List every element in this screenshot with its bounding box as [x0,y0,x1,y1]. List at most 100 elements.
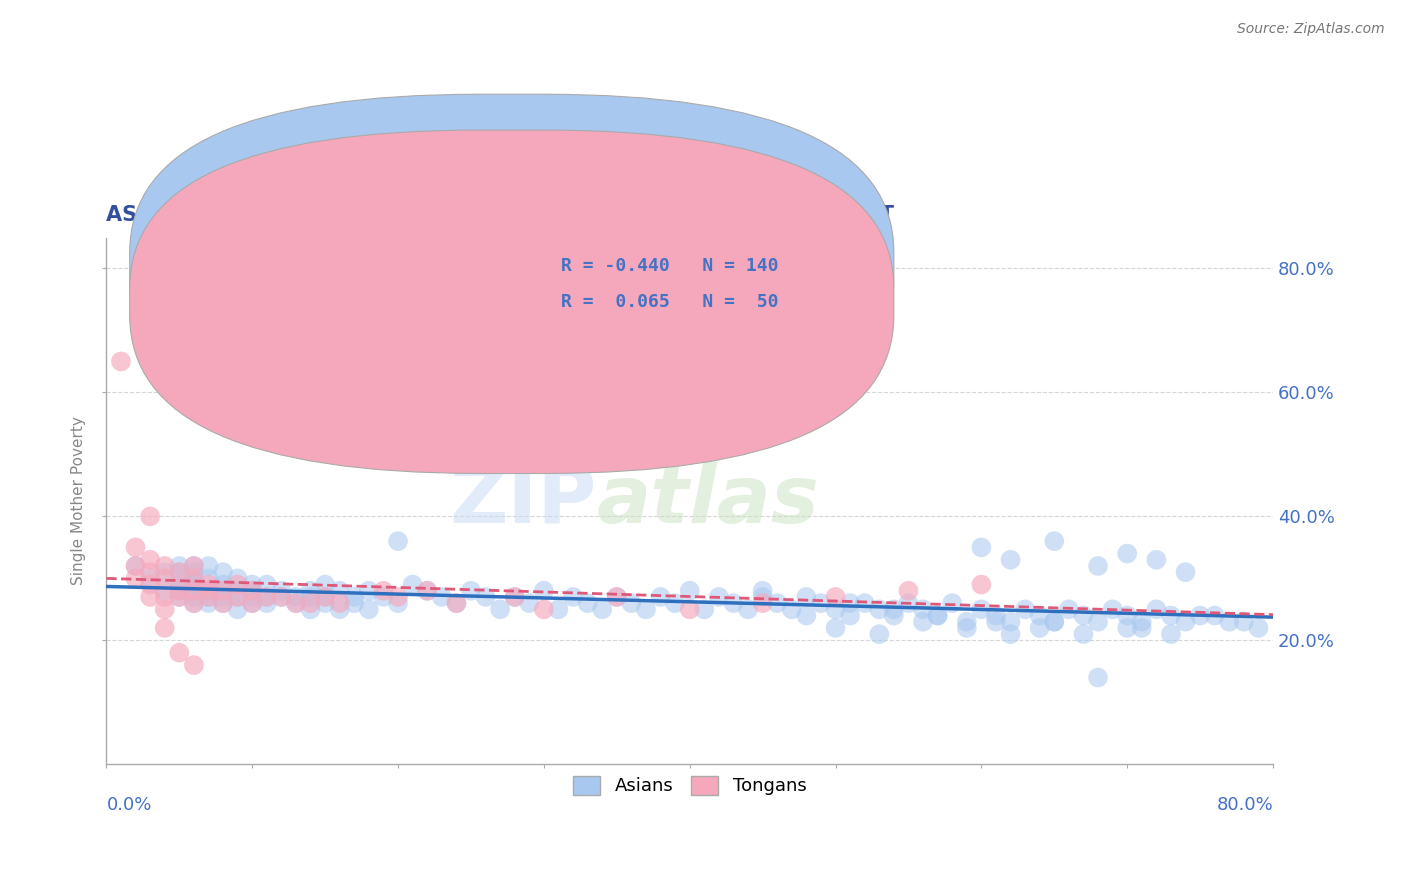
Point [606,590,628,604]
Point [634,602,657,616]
Point [284,596,307,610]
Point [197,590,219,604]
Point [124,541,146,555]
Point [503,590,526,604]
Text: ZIP: ZIP [449,462,596,540]
Point [970,541,993,555]
Text: 0.0%: 0.0% [107,796,152,814]
Point [387,590,409,604]
Point [226,590,249,604]
FancyBboxPatch shape [450,243,800,335]
Point [197,558,219,573]
FancyBboxPatch shape [129,130,894,474]
Point [606,590,628,604]
Point [679,602,702,616]
Point [970,602,993,616]
Point [911,602,934,616]
Point [1160,627,1182,641]
Point [1218,615,1240,629]
Point [1000,553,1022,567]
Point [984,615,1007,629]
Point [489,602,512,616]
Point [1130,621,1153,635]
Text: Source: ZipAtlas.com: Source: ZipAtlas.com [1237,22,1385,37]
Point [124,558,146,573]
Point [984,608,1007,623]
Point [183,577,205,591]
Point [796,590,818,604]
Point [212,590,235,604]
Point [314,596,336,610]
Point [197,583,219,598]
Point [650,590,672,604]
Point [284,590,307,604]
Point [240,577,263,591]
Point [941,596,963,610]
Point [240,596,263,610]
Point [1116,608,1139,623]
Point [169,646,191,660]
Point [153,565,176,579]
Point [503,590,526,604]
Point [124,558,146,573]
Point [824,590,846,604]
Point [183,558,205,573]
Point [183,571,205,585]
Point [1130,615,1153,629]
Point [197,590,219,604]
Point [1204,608,1226,623]
Point [1028,608,1050,623]
Point [212,596,235,610]
Point [1043,615,1066,629]
Point [240,596,263,610]
Point [226,577,249,591]
Point [824,602,846,616]
Point [707,590,730,604]
Point [212,596,235,610]
Point [240,590,263,604]
Point [357,417,380,431]
Point [1087,558,1109,573]
Point [547,602,569,616]
Point [1073,608,1095,623]
Point [270,583,292,598]
Point [1000,627,1022,641]
Point [927,608,949,623]
Point [446,596,468,610]
Point [1014,602,1036,616]
Point [1233,615,1256,629]
Point [270,590,292,604]
Point [1101,602,1123,616]
Point [212,565,235,579]
Point [183,596,205,610]
Point [314,577,336,591]
Point [1174,615,1197,629]
Point [169,583,191,598]
Point [591,602,613,616]
Point [153,583,176,598]
Point [183,583,205,598]
Point [533,602,555,616]
FancyBboxPatch shape [129,95,894,438]
Point [897,583,920,598]
Point [751,590,773,604]
Point [343,596,366,610]
Point [430,590,453,604]
Point [970,577,993,591]
Legend: Asians, Tongans: Asians, Tongans [565,769,814,803]
Point [139,509,162,524]
Point [1144,553,1167,567]
Point [766,596,789,610]
Point [1087,671,1109,685]
Point [883,602,905,616]
Point [853,596,876,610]
Point [517,596,540,610]
Point [124,571,146,585]
Point [183,571,205,585]
Point [314,590,336,604]
Point [1057,602,1080,616]
Point [1028,621,1050,635]
Point [1087,615,1109,629]
Text: atlas: atlas [596,462,820,540]
Point [329,583,352,598]
